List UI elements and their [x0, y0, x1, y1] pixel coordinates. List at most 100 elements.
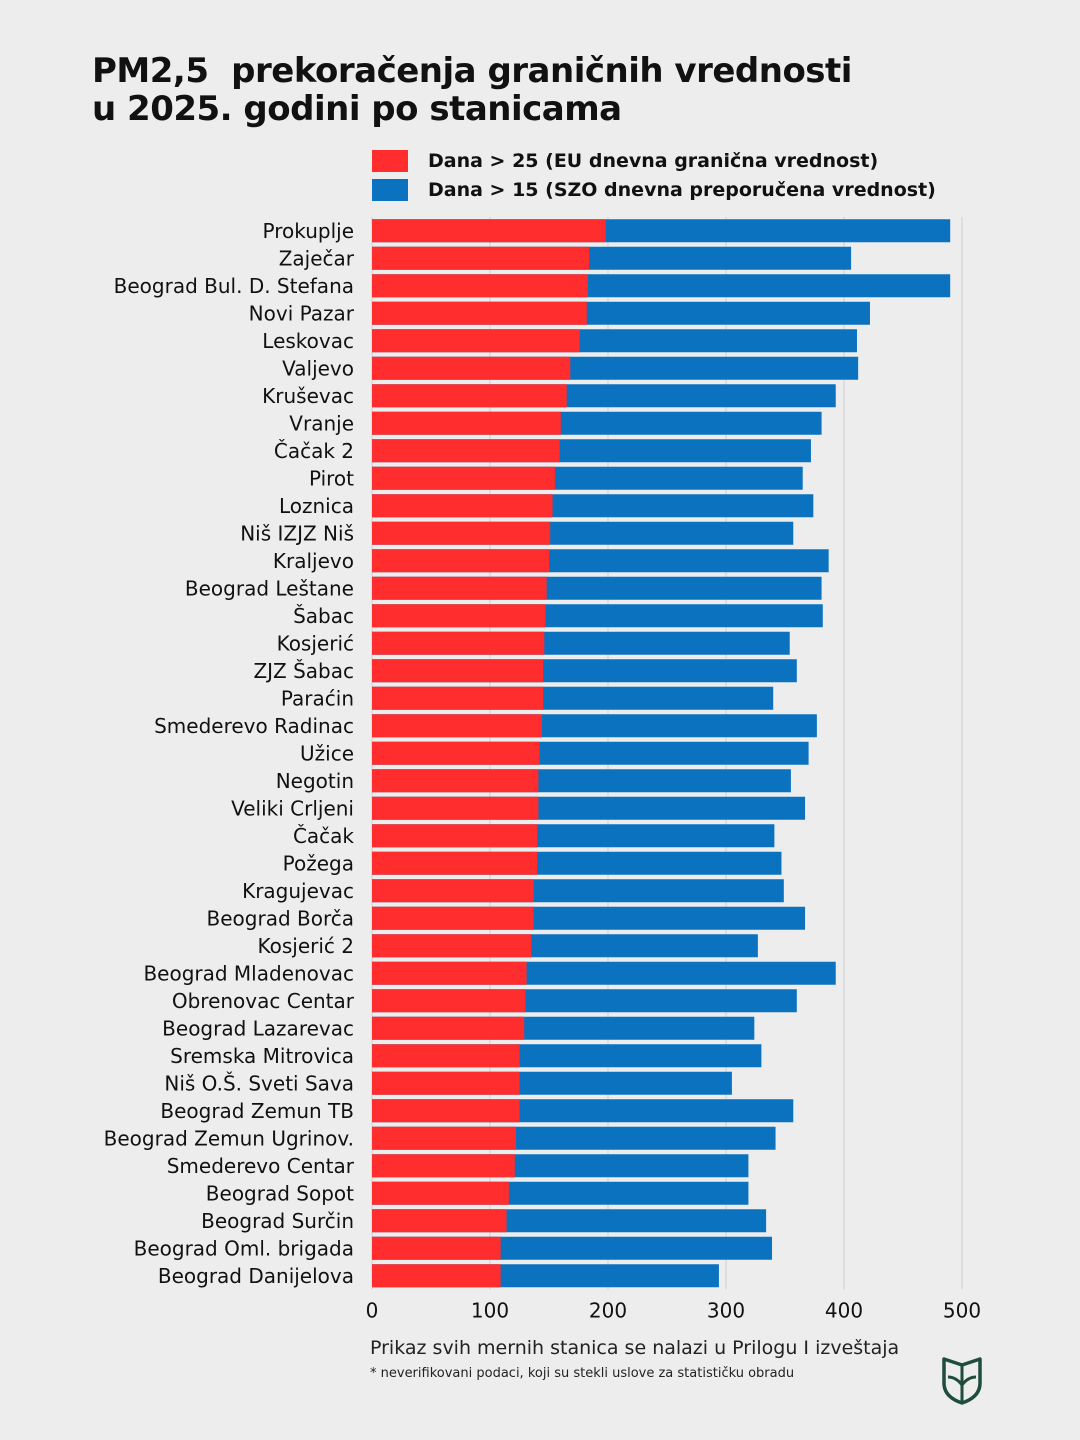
chart-title: PM2,5 prekoračenja graničnih vrednosti u… — [92, 52, 852, 128]
category-labels: Prokuplje Zaječar Beograd Bul. D. Stefana N… — [104, 219, 355, 1288]
bar-eu-limit — [372, 384, 567, 408]
bar-eu-limit — [372, 219, 606, 243]
bar-eu-limit — [372, 356, 571, 380]
bar-eu-limit — [372, 989, 526, 1013]
category-label: Užice — [300, 741, 354, 765]
bar-eu-limit — [372, 301, 587, 325]
category-label: Kosjerić 2 — [258, 934, 355, 958]
x-tick-label: 500 — [943, 1299, 981, 1323]
bar-eu-limit — [372, 961, 527, 985]
category-label: Negotin — [276, 769, 354, 793]
bar-eu-limit — [372, 521, 551, 545]
category-label: Vranje — [289, 411, 354, 435]
category-label: Kragujevac — [242, 879, 354, 903]
bar-eu-limit — [372, 439, 560, 463]
bar-eu-limit — [372, 934, 532, 958]
x-tick-label: 100 — [471, 1299, 509, 1323]
category-label: Veliki Crljeni — [231, 796, 354, 820]
bar-eu-limit — [372, 466, 555, 490]
bar-eu-limit — [372, 1044, 520, 1068]
category-label: Pirot — [309, 466, 354, 490]
bar-eu-limit — [372, 274, 588, 298]
bar-eu-limit — [372, 851, 538, 875]
bar-eu-limit — [372, 329, 580, 353]
category-label: Kosjerić — [277, 631, 354, 655]
legend: Dana > 25 (EU dnevna granična vrednost) … — [372, 146, 936, 204]
category-label: Beograd Oml. brigada — [134, 1236, 354, 1260]
bar-eu-limit — [372, 549, 549, 573]
bar-eu-limit — [372, 686, 544, 710]
bar-eu-limit — [372, 1209, 507, 1233]
bar-eu-limit — [372, 741, 540, 765]
category-label: Sremska Mitrovica — [170, 1044, 354, 1068]
legend-swatch-who — [372, 178, 408, 201]
category-label: Valjevo — [282, 356, 354, 380]
category-label: Prokuplje — [263, 219, 354, 243]
category-label: Leskovac — [262, 329, 354, 353]
category-label: ZJZ Šabac — [253, 659, 354, 683]
category-label: Šabac — [293, 604, 354, 628]
category-label: Čačak 2 — [274, 439, 354, 463]
category-label: Novi Pazar — [249, 301, 355, 325]
bar-eu-limit — [372, 796, 539, 820]
chart-title-line-1: PM2,5 prekoračenja graničnih vrednosti — [92, 51, 852, 91]
category-label: Kruševac — [262, 384, 354, 408]
bar-eu-limit — [372, 879, 534, 903]
x-tick-label: 200 — [589, 1299, 627, 1323]
leaf-shield-icon — [942, 1357, 982, 1405]
bar-eu-limit — [372, 631, 545, 655]
bar-eu-limit — [372, 1264, 501, 1288]
bar-eu-limit — [372, 576, 547, 600]
bar-eu-limit — [372, 604, 546, 628]
footnote: Prikaz svih mernih stanica se nalazi u P… — [370, 1337, 900, 1359]
category-label: Beograd Lazarevac — [162, 1016, 354, 1040]
category-label: Čačak — [293, 824, 354, 848]
category-label: Obrenovac Centar — [172, 989, 355, 1013]
bar-eu-limit — [372, 906, 534, 930]
category-label: Beograd Danijelova — [158, 1264, 354, 1288]
x-tick-label: 300 — [707, 1299, 745, 1323]
category-label: Beograd Sopot — [206, 1181, 354, 1205]
bar-eu-limit — [372, 411, 561, 435]
category-label: Kraljevo — [273, 549, 354, 573]
category-label: Beograd Zemun Ugrinov. — [104, 1126, 354, 1150]
category-label: Beograd Mladenovac — [143, 961, 354, 985]
x-tick-label: 0 — [366, 1299, 379, 1323]
bar-eu-limit — [372, 659, 544, 683]
category-label: Beograd Leštane — [185, 576, 354, 600]
legend-item-who: Dana > 15 (SZO dnevna preporučena vredno… — [372, 175, 936, 204]
bar-eu-limit — [372, 1126, 516, 1150]
x-axis-tick-labels: 0 100 200 300 400 500 — [366, 1299, 981, 1323]
category-label: Niš IZJZ Niš — [240, 521, 354, 545]
legend-label-eu: Dana > 25 (EU dnevna granična vrednost) — [428, 149, 879, 172]
bar-eu-limit — [372, 714, 542, 738]
chart-title-line-2: u 2025. godini po stanicama — [92, 89, 622, 129]
bar-eu-limit — [372, 1154, 515, 1178]
category-label: Beograd Bul. D. Stefana — [114, 274, 354, 298]
category-label: Beograd Zemun TB — [160, 1099, 354, 1123]
category-label: Požega — [283, 851, 354, 875]
bars — [372, 219, 951, 1288]
bar-eu-limit — [372, 494, 553, 518]
category-label: Smederevo Centar — [167, 1154, 355, 1178]
category-label: Zaječar — [279, 246, 355, 270]
category-label: Niš O.Š. Sveti Sava — [164, 1071, 354, 1095]
legend-swatch-eu — [372, 149, 408, 172]
bar-eu-limit — [372, 1181, 509, 1205]
bar-eu-limit — [372, 769, 539, 793]
category-label: Smederevo Radinac — [154, 714, 354, 738]
bar-eu-limit — [372, 246, 590, 270]
x-tick-label: 400 — [825, 1299, 863, 1323]
category-label: Beograd Surčin — [201, 1209, 354, 1233]
legend-item-eu: Dana > 25 (EU dnevna granična vrednost) — [372, 146, 936, 175]
category-label: Paraćin — [281, 686, 354, 710]
category-label: Loznica — [279, 494, 354, 518]
bar-eu-limit — [372, 824, 538, 848]
bar-eu-limit — [372, 1099, 520, 1123]
bar-eu-limit — [372, 1236, 501, 1260]
bar-eu-limit — [372, 1071, 520, 1095]
bar-eu-limit — [372, 1016, 525, 1040]
category-label: Beograd Borča — [207, 906, 354, 930]
legend-label-who: Dana > 15 (SZO dnevna preporučena vredno… — [428, 178, 936, 201]
